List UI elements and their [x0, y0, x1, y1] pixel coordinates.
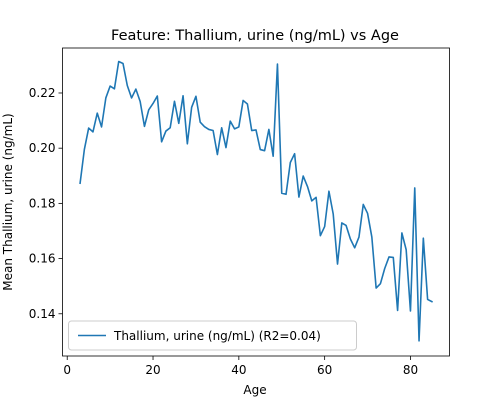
plot-frame [62, 47, 450, 357]
x-tick-label: 0 [63, 363, 71, 377]
x-tick-label: 40 [231, 363, 246, 377]
y-axis-label: Mean Thallium, urine (ng/mL) [1, 113, 15, 290]
x-axis-label: Age [243, 383, 266, 397]
y-tick-label: 0.14 [29, 307, 56, 321]
chart-title: Feature: Thallium, urine (ng/mL) vs Age [111, 28, 399, 44]
y-tick-label: 0.18 [29, 196, 56, 210]
legend-label: Thallium, urine (ng/mL) (R2=0.04) [113, 329, 321, 343]
x-axis-ticks: 0 20 40 60 80 [63, 356, 418, 377]
legend: Thallium, urine (ng/mL) (R2=0.04) [68, 320, 357, 351]
legend-frame [68, 320, 357, 351]
y-tick-label: 0.20 [29, 141, 56, 155]
y-axis-ticks: 0.14 0.16 0.18 0.20 0.22 [29, 86, 63, 321]
x-tick-label: 60 [317, 363, 332, 377]
y-tick-label: 0.16 [29, 252, 56, 266]
series-line-thallium [79, 60, 433, 342]
x-tick-label: 80 [403, 363, 418, 377]
x-tick-label: 20 [145, 363, 160, 377]
y-tick-label: 0.22 [29, 86, 56, 100]
